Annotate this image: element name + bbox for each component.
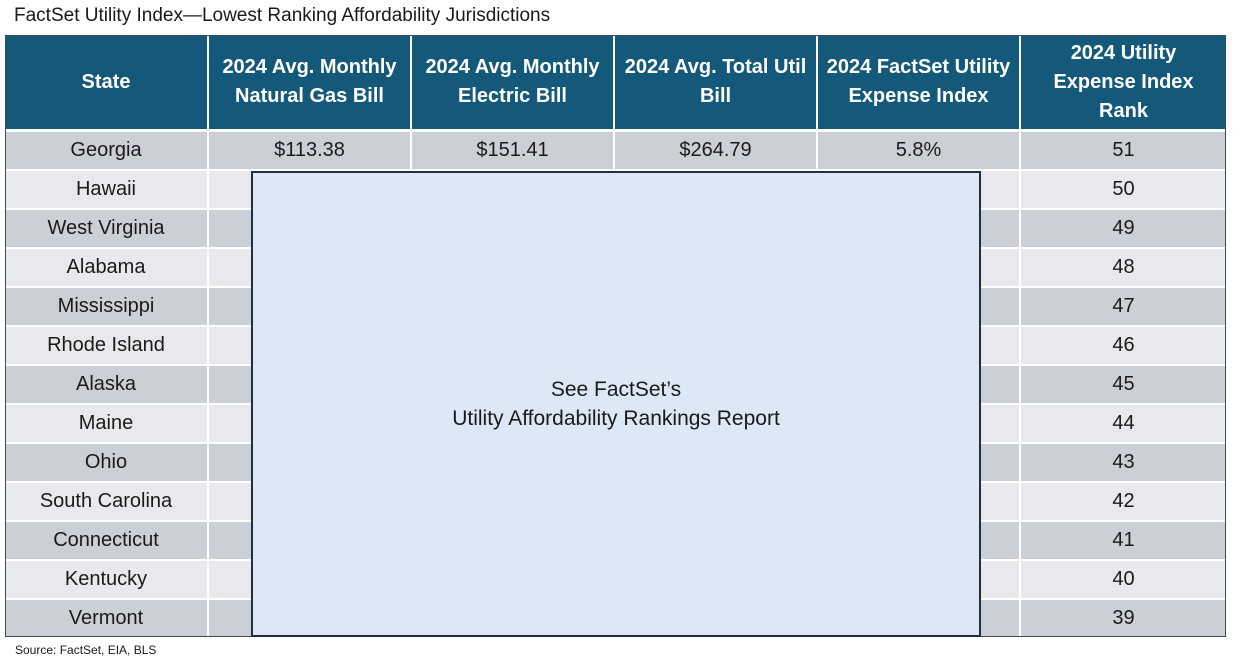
gas-bill-cell: $113.38 [209, 132, 412, 171]
state-cell: Alaska [5, 366, 209, 405]
report-callout-box: See FactSet’s Utility Affordability Rank… [251, 171, 981, 637]
rank-cell: 39 [1021, 600, 1226, 639]
rank-cell: 48 [1021, 249, 1226, 288]
state-cell: Mississippi [5, 288, 209, 327]
rank-cell: 43 [1021, 444, 1226, 483]
header-index-rank: 2024 Utility Expense Index Rank [1021, 35, 1226, 132]
rank-cell: 42 [1021, 483, 1226, 522]
rank-cell: 40 [1021, 561, 1226, 600]
rank-cell: 50 [1021, 171, 1226, 210]
rank-cell: 44 [1021, 405, 1226, 444]
header-expense-index: 2024 FactSet Utility Expense Index [818, 35, 1021, 132]
source-note: Source: FactSet, EIA, BLS [15, 643, 157, 657]
table-row: Georgia $113.38 $151.41 $264.79 5.8% 51 [5, 132, 1226, 171]
total-bill-cell: $264.79 [615, 132, 818, 171]
callout-line-1: See FactSet’s [550, 378, 682, 401]
state-cell: Vermont [5, 600, 209, 639]
header-electric-bill: 2024 Avg. Monthly Electric Bill [412, 35, 615, 132]
state-cell: Hawaii [5, 171, 209, 210]
state-cell: West Virginia [5, 210, 209, 249]
state-cell: Connecticut [5, 522, 209, 561]
electric-bill-cell: $151.41 [412, 132, 615, 171]
state-cell: South Carolina [5, 483, 209, 522]
header-state: State [5, 35, 209, 132]
header-natural-gas-bill: 2024 Avg. Monthly Natural Gas Bill [209, 35, 412, 132]
rank-cell: 46 [1021, 327, 1226, 366]
rank-cell: 41 [1021, 522, 1226, 561]
table-title: FactSet Utility Index—Lowest Ranking Aff… [14, 5, 551, 26]
callout-line-2: Utility Affordability Rankings Report [452, 407, 780, 430]
header-row: State 2024 Avg. Monthly Natural Gas Bill… [5, 35, 1226, 132]
state-cell: Georgia [5, 132, 209, 171]
state-cell: Rhode Island [5, 327, 209, 366]
state-cell: Maine [5, 405, 209, 444]
expense-index-cell: 5.8% [818, 132, 1021, 171]
header-total-util-bill: 2024 Avg. Total Util Bill [615, 35, 818, 132]
state-cell: Ohio [5, 444, 209, 483]
rank-cell: 51 [1021, 132, 1226, 171]
state-cell: Kentucky [5, 561, 209, 600]
rank-cell: 45 [1021, 366, 1226, 405]
rank-cell: 47 [1021, 288, 1226, 327]
state-cell: Alabama [5, 249, 209, 288]
rank-cell: 49 [1021, 210, 1226, 249]
